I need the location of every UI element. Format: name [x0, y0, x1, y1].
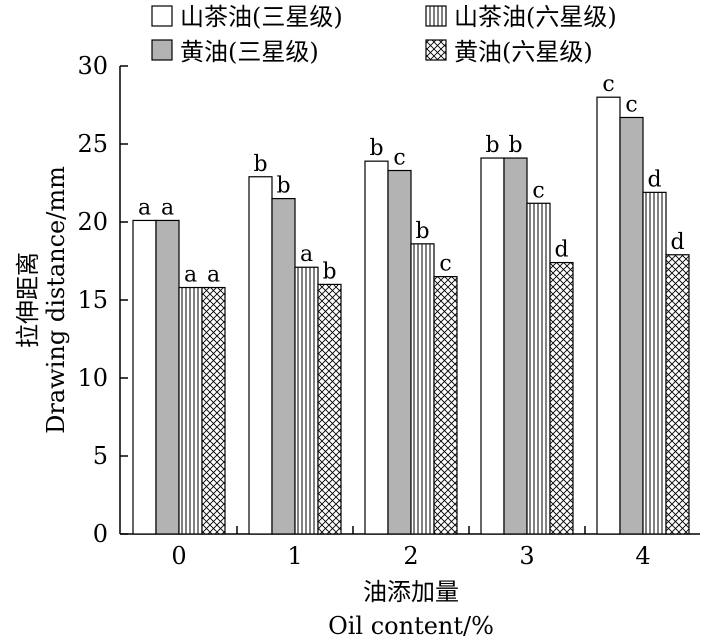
- legend-item-3: 黄油(六星级): [425, 38, 593, 66]
- significance-label: c: [602, 72, 614, 97]
- legend-swatch-0: [151, 5, 173, 27]
- y-axis-title-en: Drawing distance/mm: [42, 166, 70, 434]
- legend-label-2: 黄油(三星级): [180, 38, 319, 66]
- bar: [619, 116, 644, 535]
- legend-item-1: 山茶油(六星级): [425, 3, 617, 31]
- bar: [503, 157, 528, 535]
- bar: [317, 283, 342, 535]
- x-tick-label: 4: [635, 542, 650, 570]
- significance-label: a: [138, 195, 151, 220]
- significance-label: c: [439, 252, 451, 277]
- significance-label: b: [253, 152, 267, 177]
- y-tick-label: 0: [93, 520, 108, 548]
- significance-label: b: [508, 133, 522, 158]
- y-tick-label: 30: [77, 52, 108, 80]
- legend: 山茶油(三星级) 山茶油(六星级) 黄油(三星级) 黄油(六星级): [151, 3, 617, 66]
- x-axis-title-cn: 油添加量: [363, 578, 459, 606]
- significance-label: b: [322, 259, 336, 284]
- legend-swatch-2: [151, 39, 173, 61]
- x-tick-label: 0: [171, 542, 186, 570]
- bars: [132, 96, 690, 535]
- significance-label: c: [625, 92, 637, 117]
- bar: [526, 202, 551, 535]
- bar: [155, 219, 180, 535]
- legend-item-0: 山茶油(三星级): [151, 3, 343, 31]
- y-tick-label: 20: [77, 208, 108, 236]
- y-tick-label: 10: [77, 364, 108, 392]
- legend-item-2: 黄油(三星级): [151, 38, 319, 66]
- x-tick-label: 1: [287, 542, 302, 570]
- legend-label-0: 山茶油(三星级): [180, 3, 343, 31]
- significance-label: a: [184, 263, 197, 288]
- y-axis-title: 拉伸距离 Drawing distance/mm: [14, 166, 70, 434]
- y-tick-label: 15: [77, 286, 108, 314]
- y-tick-label: 25: [77, 130, 108, 158]
- y-axis-title-cn: 拉伸距离: [14, 252, 42, 348]
- significance-label: c: [393, 146, 405, 171]
- significance-label: b: [415, 219, 429, 244]
- significance-label: b: [369, 136, 383, 161]
- legend-label-3: 黄油(六星级): [454, 38, 593, 66]
- significance-label: a: [207, 263, 220, 288]
- significance-label: b: [276, 174, 290, 199]
- bar: [642, 191, 667, 535]
- x-tick-label: 3: [519, 542, 534, 570]
- bar: [480, 157, 505, 535]
- legend-swatch-1: [425, 5, 447, 27]
- x-tick-labels: 0 1 2 3 4: [171, 542, 650, 570]
- bar: [364, 160, 389, 535]
- bar: [665, 254, 690, 535]
- bar: [433, 276, 458, 535]
- y-tick-labels: 0 5 10 15 20 25 30: [77, 52, 108, 548]
- x-axis-title-en: Oil content/%: [328, 612, 494, 640]
- significance-label: a: [300, 242, 313, 267]
- bar: [596, 96, 621, 535]
- bar: [549, 261, 574, 535]
- bar: [387, 169, 412, 535]
- significance-label: d: [670, 230, 684, 255]
- x-tick-label: 2: [403, 542, 418, 570]
- y-tick-label: 5: [93, 442, 108, 470]
- bar: [178, 286, 203, 535]
- bar: [294, 266, 319, 535]
- bar: [410, 243, 435, 535]
- bar: [271, 198, 296, 535]
- bar: [132, 219, 157, 535]
- significance-label: c: [532, 178, 544, 203]
- significance-label: d: [647, 167, 661, 192]
- bar: [201, 286, 226, 535]
- significance-label: d: [554, 238, 568, 263]
- legend-label-1: 山茶油(六星级): [454, 3, 617, 31]
- significance-label: b: [485, 133, 499, 158]
- legend-swatch-3: [425, 39, 447, 61]
- bar: [248, 176, 273, 535]
- significance-label: a: [161, 195, 174, 220]
